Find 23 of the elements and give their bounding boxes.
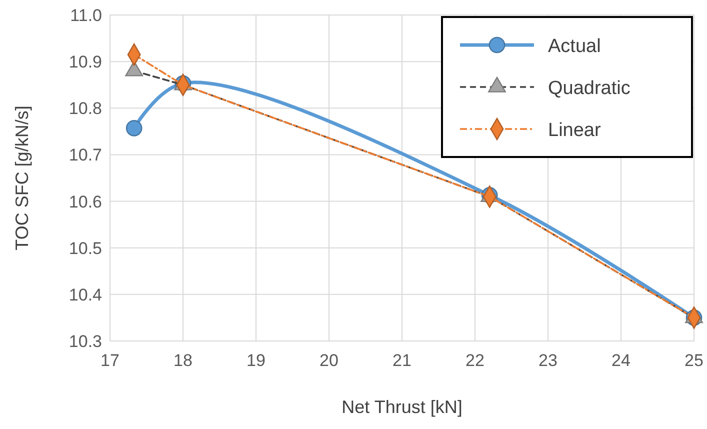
x-tick-label: 24 bbox=[612, 351, 630, 370]
legend-label: Linear bbox=[548, 120, 602, 141]
y-tick-label: 11.0 bbox=[70, 6, 102, 25]
x-tick-label: 19 bbox=[246, 351, 266, 370]
x-tick-label: 21 bbox=[392, 351, 412, 370]
x-tick-label: 20 bbox=[320, 351, 338, 370]
y-tick-label: 10.6 bbox=[68, 192, 102, 212]
y-axis-title: TOC SFC [g/kN/s] bbox=[12, 106, 32, 250]
x-tick-label: 22 bbox=[466, 351, 484, 370]
legend-label: Actual bbox=[548, 36, 601, 57]
legend-label: Quadratic bbox=[548, 78, 630, 99]
y-tick-label: 10.3 bbox=[68, 332, 102, 351]
x-axis-title: Net Thrust [kN] bbox=[342, 397, 462, 417]
point bbox=[126, 120, 142, 136]
x-tick-label: 17 bbox=[100, 351, 120, 370]
x-tick-label: 25 bbox=[684, 351, 704, 370]
y-tick-label: 10.9 bbox=[68, 52, 102, 72]
y-tick-label: 10.8 bbox=[68, 99, 102, 118]
x-tick-label: 18 bbox=[174, 351, 192, 370]
x-tick-label: 23 bbox=[538, 351, 558, 370]
y-tick-label: 10.7 bbox=[68, 146, 102, 165]
y-tick-label: 10.5 bbox=[68, 238, 102, 258]
y-tick-label: 10.4 bbox=[68, 285, 102, 304]
